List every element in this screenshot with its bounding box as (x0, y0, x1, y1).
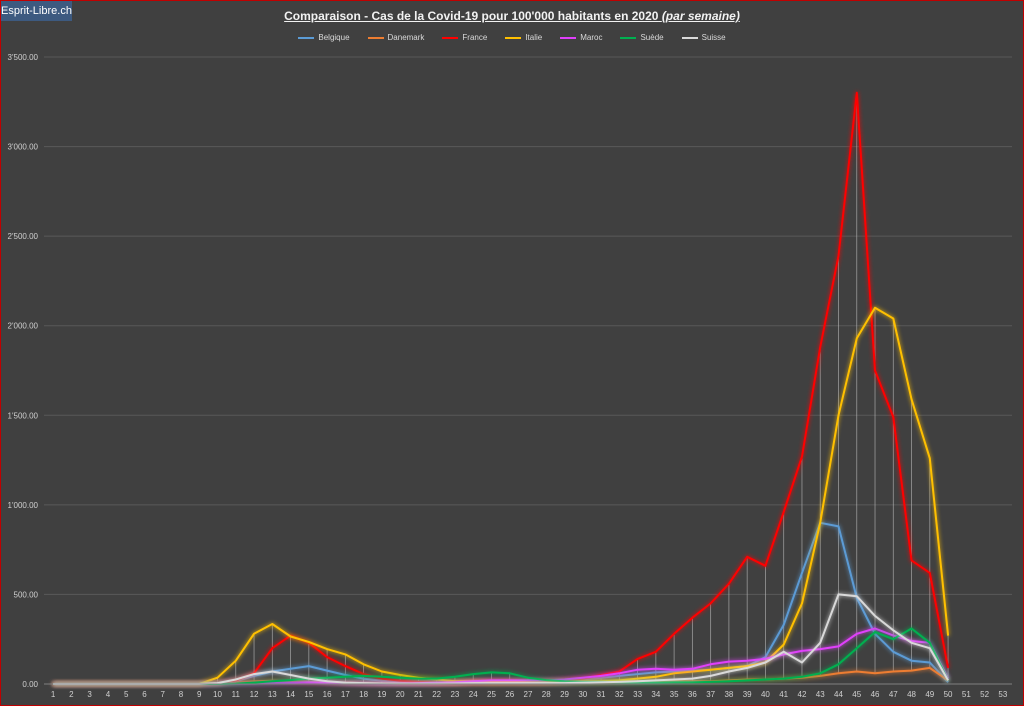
x-tick-label: 25 (487, 690, 496, 699)
x-tick-label: 52 (980, 690, 989, 699)
x-tick-label: 44 (834, 690, 843, 699)
x-tick-label: 37 (706, 690, 715, 699)
x-tick-label: 24 (469, 690, 478, 699)
x-tick-label: 35 (670, 690, 679, 699)
y-tick-label: 1'000.00 (8, 501, 39, 510)
x-tick-label: 43 (816, 690, 825, 699)
legend-swatch (620, 36, 637, 39)
x-tick-label: 53 (998, 690, 1007, 699)
x-tick-label: 19 (377, 690, 386, 699)
x-tick-label: 6 (142, 690, 147, 699)
legend-swatch (681, 36, 698, 39)
x-tick-label: 3 (87, 690, 92, 699)
legend-item-maroc: Maroc (560, 33, 602, 42)
y-tick-label: 0.00 (22, 680, 38, 689)
x-tick-label: 32 (615, 690, 624, 699)
x-tick-label: 28 (542, 690, 551, 699)
legend-item-italie: Italie (505, 33, 542, 42)
y-tick-label: 1'500.00 (8, 411, 39, 420)
x-tick-label: 26 (505, 690, 514, 699)
x-tick-label: 8 (179, 690, 184, 699)
legend-label: Maroc (580, 33, 603, 42)
site-badge[interactable]: Esprit-Libre.ch (1, 1, 72, 21)
x-tick-label: 38 (724, 690, 733, 699)
x-tick-label: 15 (304, 690, 313, 699)
drop-lines (217, 92, 949, 684)
legend-swatch (505, 36, 522, 39)
x-tick-label: 5 (124, 690, 129, 699)
x-tick-label: 48 (907, 690, 916, 699)
x-tick-label: 39 (743, 690, 752, 699)
legend-item-danemark: Danemark (367, 33, 425, 42)
legend-label: France (462, 33, 488, 42)
x-tick-label: 18 (359, 690, 368, 699)
x-tick-label: 13 (268, 690, 277, 699)
x-tick-label: 34 (651, 690, 660, 699)
series-line-suisse (53, 593, 949, 685)
chart-subtitle: (par semaine) (661, 9, 740, 23)
x-tick-label: 41 (779, 690, 788, 699)
x-tick-label: 11 (232, 690, 241, 699)
x-tick-label: 12 (250, 690, 259, 699)
x-tick-label: 31 (597, 690, 606, 699)
x-tick-label: 36 (688, 690, 697, 699)
legend-item-suisse: Suisse (681, 33, 726, 42)
x-tick-label: 16 (323, 690, 332, 699)
x-tick-label: 46 (871, 690, 880, 699)
x-tick-label: 21 (414, 690, 423, 699)
x-tick-label: 30 (578, 690, 587, 699)
y-tick-label: 3'000.00 (8, 143, 39, 152)
legend-label: Suisse (701, 33, 726, 42)
x-tick-label: 29 (560, 690, 569, 699)
x-tick-label: 10 (213, 690, 222, 699)
x-tick-label: 49 (925, 690, 934, 699)
legend-item-suede: Suède (620, 33, 664, 42)
series-line-italie (53, 306, 950, 685)
axis-layer: 0.00 500.00 1'000.00 1'500.00 2'000.00 2'500.… (8, 53, 1012, 699)
legend-swatch (442, 36, 459, 39)
x-tick-label: 20 (396, 690, 405, 699)
series-line-france (53, 91, 950, 685)
x-tick-label: 22 (432, 690, 441, 699)
x-tick-label: 51 (962, 690, 971, 699)
y-tick-label: 2'000.00 (8, 322, 39, 331)
x-tick-label: 9 (197, 690, 202, 699)
legend-label: Italie (525, 33, 543, 42)
x-tick-label: 40 (761, 690, 770, 699)
legend: Belgique Danemark France Italie Maroc Suède Su… (0, 33, 1024, 42)
x-tick-label: 23 (450, 690, 459, 699)
x-tick-label: 7 (160, 690, 165, 699)
legend-label: Danemark (387, 33, 425, 42)
legend-label: Suède (640, 33, 664, 42)
y-tick-label: 3'500.00 (8, 53, 39, 62)
series-layer (53, 91, 950, 685)
x-tick-label: 17 (341, 690, 350, 699)
y-tick-label: 500.00 (14, 590, 39, 599)
x-tick-label: 50 (944, 690, 953, 699)
chart-title: Comparaison - Cas de la Covid-19 pour 10… (0, 9, 1024, 23)
x-tick-label: 33 (633, 690, 642, 699)
y-tick-label: 2'500.00 (8, 232, 39, 241)
legend-item-france: France (442, 33, 487, 42)
x-tick-label: 2 (69, 690, 74, 699)
x-tick-label: 4 (106, 690, 111, 699)
x-tick-label: 27 (524, 690, 533, 699)
legend-label: Belgique (318, 33, 350, 42)
chart-title-main: Comparaison - Cas de la Covid-19 pour 10… (284, 9, 659, 23)
grid-layer (44, 56, 1012, 685)
legend-swatch (560, 36, 577, 39)
legend-swatch (367, 36, 384, 39)
legend-swatch (298, 36, 315, 39)
x-tick-label: 14 (286, 690, 295, 699)
x-tick-label: 45 (852, 690, 861, 699)
x-tick-label: 47 (889, 690, 898, 699)
x-tick-label: 42 (798, 690, 807, 699)
legend-item-belgique: Belgique (298, 33, 350, 42)
x-tick-label: 1 (51, 690, 56, 699)
